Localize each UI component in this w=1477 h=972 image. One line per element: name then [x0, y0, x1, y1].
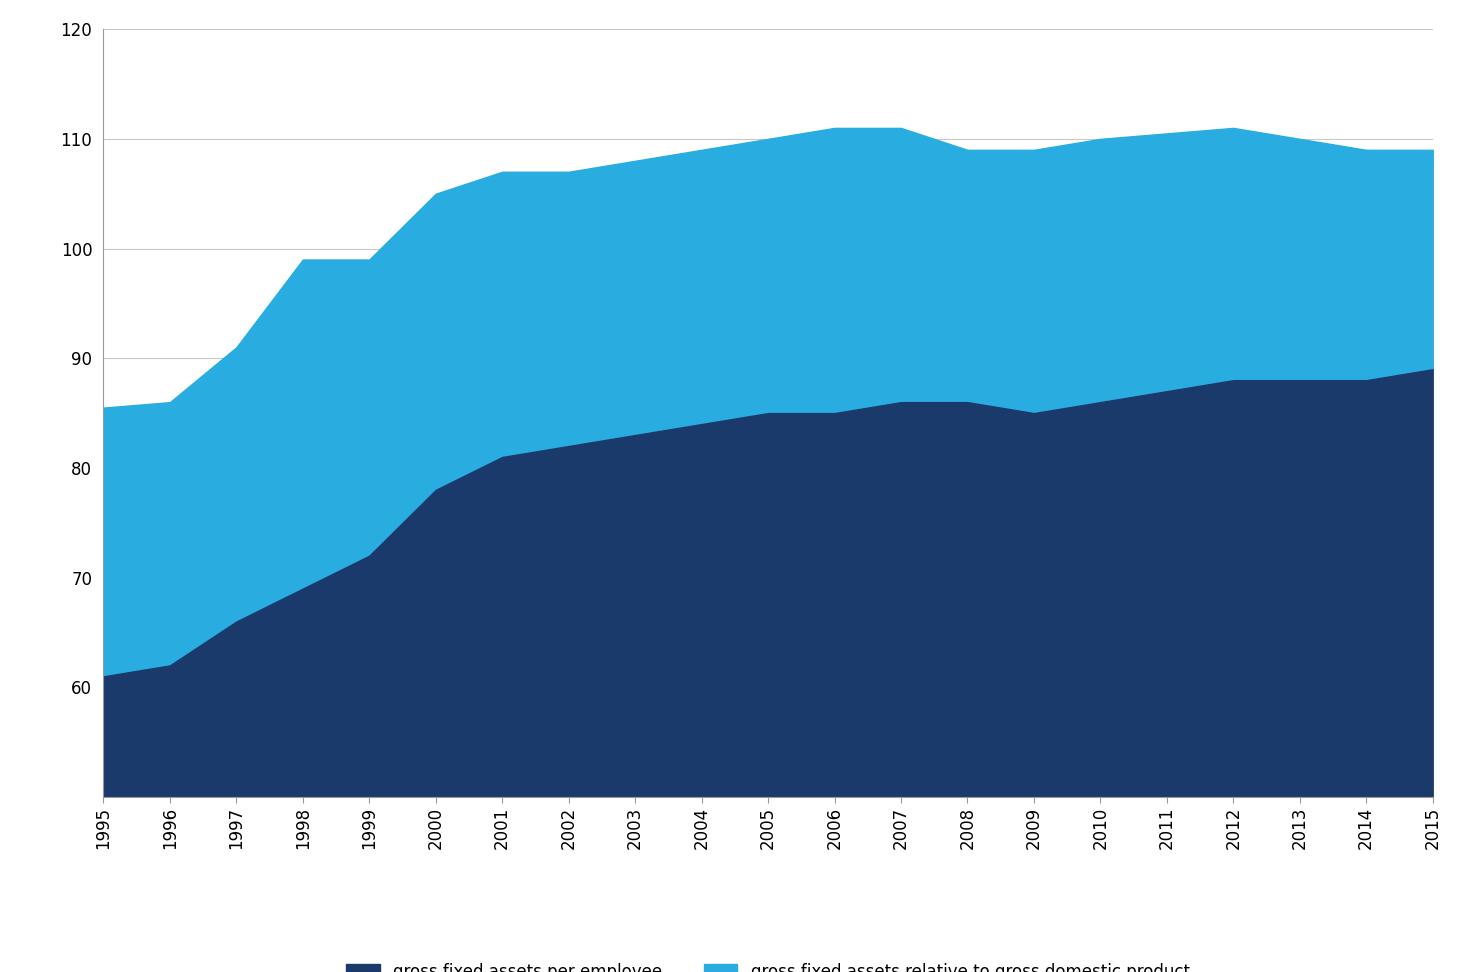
Legend: gross fixed assets per employee, gross fixed assets relative to gross domestic p: gross fixed assets per employee, gross f…: [347, 962, 1189, 972]
